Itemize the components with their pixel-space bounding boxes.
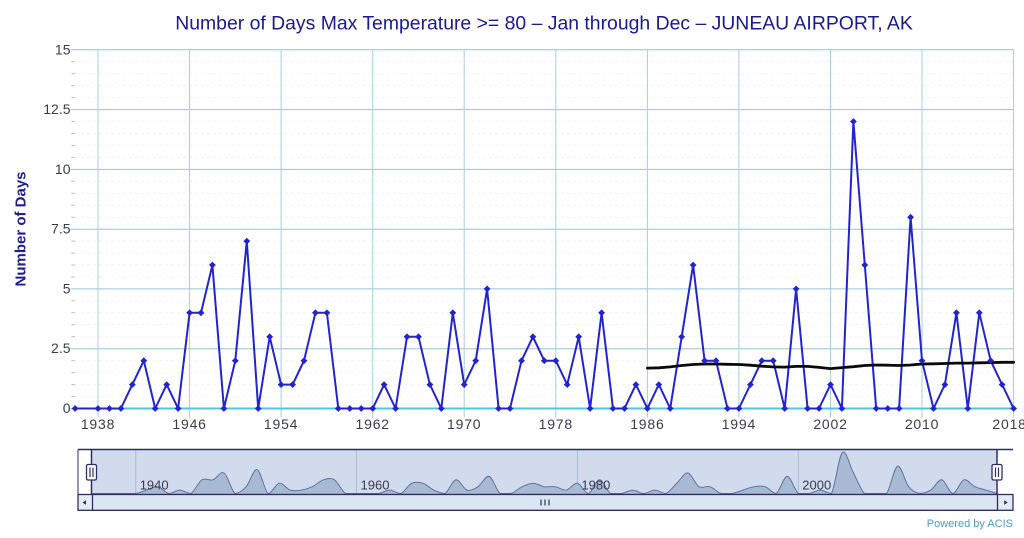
svg-text:1994: 1994 xyxy=(722,416,756,432)
svg-text:1946: 1946 xyxy=(172,416,206,432)
svg-text:1954: 1954 xyxy=(264,416,298,432)
svg-text:2018: 2018 xyxy=(992,416,1024,432)
svg-text:1970: 1970 xyxy=(447,416,481,432)
svg-text:Number of Days Max Temperature: Number of Days Max Temperature >= 80 – J… xyxy=(175,13,913,35)
svg-text:2002: 2002 xyxy=(813,416,847,432)
svg-text:10: 10 xyxy=(55,161,71,177)
svg-text:1960: 1960 xyxy=(361,478,390,493)
svg-text:7.5: 7.5 xyxy=(51,221,71,237)
svg-text:0: 0 xyxy=(63,400,71,416)
svg-text:1940: 1940 xyxy=(140,478,169,493)
svg-text:1986: 1986 xyxy=(630,416,664,432)
svg-text:1978: 1978 xyxy=(539,416,573,432)
svg-text:15: 15 xyxy=(55,41,71,57)
svg-text:2010: 2010 xyxy=(905,416,939,432)
svg-text:1980: 1980 xyxy=(581,478,610,493)
svg-text:12.5: 12.5 xyxy=(43,101,70,117)
svg-text:1962: 1962 xyxy=(356,416,390,432)
svg-text:2000: 2000 xyxy=(802,478,831,493)
svg-text:Number of Days: Number of Days xyxy=(13,171,30,286)
svg-text:1938: 1938 xyxy=(81,416,115,432)
svg-text:Powered by ACIS: Powered by ACIS xyxy=(927,518,1013,530)
svg-text:5: 5 xyxy=(63,280,71,296)
svg-text:2.5: 2.5 xyxy=(51,340,71,356)
